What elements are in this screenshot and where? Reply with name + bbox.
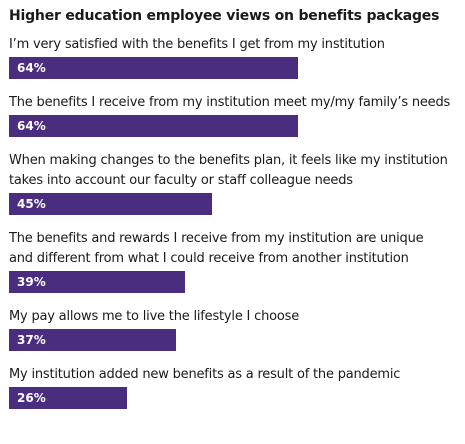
bar-value-label: 45% bbox=[17, 197, 46, 211]
bar-category-label: My institution added new benefits as a r… bbox=[9, 367, 401, 382]
bar: 64% bbox=[9, 57, 298, 79]
bar-track: 26% bbox=[9, 387, 461, 409]
bar: 64% bbox=[9, 115, 298, 137]
bar-item: The benefits and rewards I receive from … bbox=[9, 229, 461, 293]
bar: 37% bbox=[9, 329, 176, 351]
chart-title: Higher education employee views on benef… bbox=[9, 8, 440, 24]
bar-item: When making changes to the benefits plan… bbox=[9, 151, 461, 215]
bar-track: 64% bbox=[9, 115, 461, 137]
bar-value-label: 64% bbox=[17, 61, 46, 75]
bar-category-label: When making changes to the benefits plan… bbox=[9, 153, 448, 188]
bar-list: I’m very satisfied with the benefits I g… bbox=[9, 35, 461, 409]
bar-track: 39% bbox=[9, 271, 461, 293]
bar-item: My institution added new benefits as a r… bbox=[9, 365, 461, 409]
bar-value-label: 37% bbox=[17, 333, 46, 347]
bar: 39% bbox=[9, 271, 185, 293]
bar-item: I’m very satisfied with the benefits I g… bbox=[9, 35, 461, 79]
bar-category-label: I’m very satisfied with the benefits I g… bbox=[9, 37, 385, 52]
bar-category-label: The benefits and rewards I receive from … bbox=[9, 231, 424, 266]
bar: 45% bbox=[9, 193, 212, 215]
bar-value-label: 64% bbox=[17, 119, 46, 133]
bar-track: 37% bbox=[9, 329, 461, 351]
bar-track: 45% bbox=[9, 193, 461, 215]
bar-value-label: 26% bbox=[17, 391, 46, 405]
bar-track: 64% bbox=[9, 57, 461, 79]
bar-item: My pay allows me to live the lifestyle I… bbox=[9, 307, 461, 351]
chart: Higher education employee views on benef… bbox=[9, 6, 461, 423]
bar-value-label: 39% bbox=[17, 275, 46, 289]
bar-category-label: My pay allows me to live the lifestyle I… bbox=[9, 309, 299, 324]
bar-item: The benefits I receive from my instituti… bbox=[9, 93, 461, 137]
bar-category-label: The benefits I receive from my instituti… bbox=[9, 95, 451, 110]
bar: 26% bbox=[9, 387, 127, 409]
